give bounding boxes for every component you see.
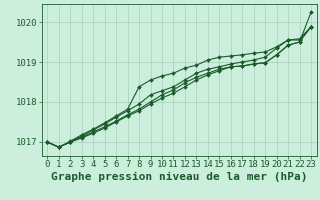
X-axis label: Graphe pression niveau de la mer (hPa): Graphe pression niveau de la mer (hPa) [51, 172, 308, 182]
